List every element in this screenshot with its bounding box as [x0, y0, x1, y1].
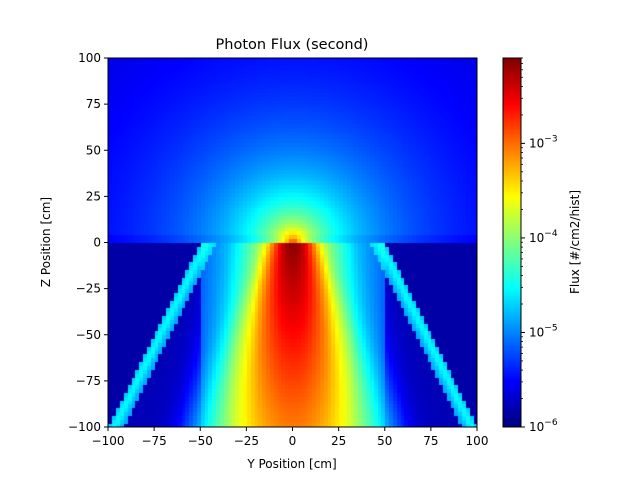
- colorbar-ticks: 10−6 10−5 10−4 10−3: [521, 57, 558, 434]
- y-tick-label: 25: [86, 189, 101, 203]
- x-tick-label: 50: [377, 434, 392, 448]
- colorbar-tick-label: 10−4: [529, 229, 558, 245]
- x-tick-label: 0: [289, 434, 297, 448]
- y-tick-label: −100: [68, 420, 101, 434]
- chart-title: Photon Flux (second): [216, 37, 369, 53]
- y-tick-label: 75: [86, 97, 101, 111]
- y-tick-label: −25: [76, 282, 101, 296]
- y-axis-ticks: −100 −75 −50 −25 0 25 50 75 100: [68, 51, 108, 434]
- x-tick-label: 75: [423, 434, 438, 448]
- heatmap-canvas: [108, 58, 477, 427]
- colorbar-area: [503, 58, 521, 427]
- y-tick-label: 100: [78, 51, 101, 65]
- x-tick-label: −25: [234, 434, 259, 448]
- colorbar-canvas: [503, 58, 521, 427]
- colorbar-tick-label: 10−3: [529, 134, 558, 150]
- x-tick-label: −50: [188, 434, 213, 448]
- x-tick-label: 25: [331, 434, 346, 448]
- y-tick-label: −75: [76, 374, 101, 388]
- x-tick-label: −100: [92, 434, 125, 448]
- heatmap-plot-area: [108, 58, 477, 427]
- colorbar-label: Flux [#/cm2/hist]: [568, 190, 582, 294]
- y-tick-label: −50: [76, 328, 101, 342]
- x-axis-label: Y Position [cm]: [246, 457, 336, 471]
- colorbar-tick-label: 10−6: [529, 418, 558, 434]
- y-tick-label: 0: [93, 236, 101, 250]
- y-axis-label: Z Position [cm]: [39, 197, 53, 287]
- colorbar-tick-label: 10−5: [529, 323, 558, 339]
- x-tick-label: −75: [141, 434, 166, 448]
- y-tick-label: 50: [86, 143, 101, 157]
- x-tick-label: 100: [466, 434, 489, 448]
- x-axis-ticks: −100 −75 −50 −25 0 25 50 75 100: [92, 427, 489, 448]
